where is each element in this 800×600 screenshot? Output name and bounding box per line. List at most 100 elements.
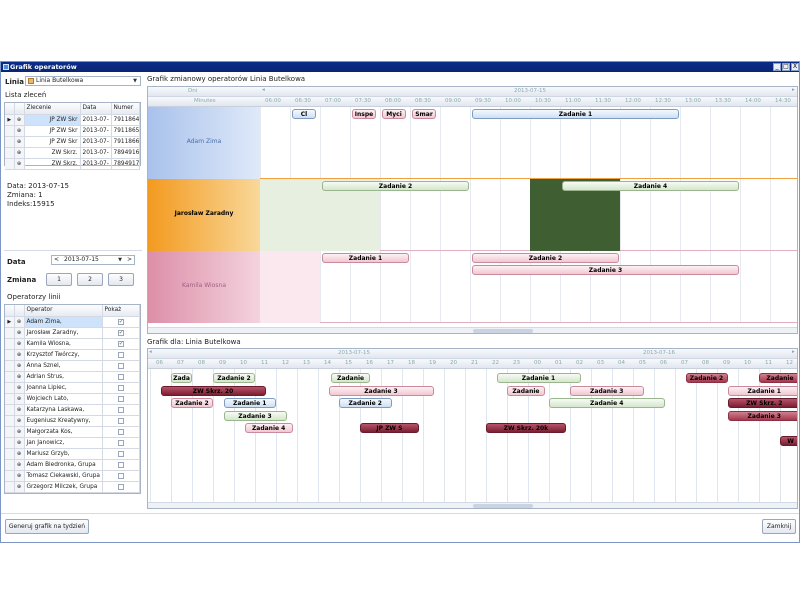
operator-row[interactable]: ⊕ Wojciech Lato, [5,393,140,405]
task-bar[interactable]: Zadanie 1 [322,253,409,263]
expand-icon[interactable]: ⊕ [14,426,25,438]
close-button[interactable]: Zamknij [762,519,796,534]
shift-3-button[interactable]: 3 [108,273,134,286]
task-bar[interactable]: Zadanie 2 [322,181,469,191]
task-bar[interactable]: Zadanie 1 [496,373,581,383]
operator-row[interactable]: ▶ ⊕ Adam Zima, [5,316,140,328]
task-bar[interactable]: Zadanie 4 [244,423,293,433]
order-row[interactable]: ⊕ JP ZW Skr 2013-07- 7911866 [5,136,140,148]
show-checkbox[interactable] [117,351,124,358]
shift-1-button[interactable]: 1 [46,273,72,286]
expand-icon[interactable]: ⊕ [14,316,25,328]
expand-icon[interactable]: ⊕ [14,448,25,460]
show-checkbox[interactable] [117,329,124,336]
task-bar[interactable]: Zadanie 1 [223,398,276,408]
task-bar[interactable]: Zadanie 2 [685,373,728,383]
operators-col-show[interactable]: Pokaż [102,305,140,317]
orders-col-numer[interactable]: Numer [111,103,140,115]
close-window-button[interactable]: X [791,63,799,71]
task-bar[interactable]: Smar [412,109,436,119]
expand-icon[interactable]: ⊕ [14,470,25,482]
operator-row[interactable]: ⊕ Adam Biedronka, Grupa [5,459,140,471]
task-bar[interactable]: Zadanie [507,385,545,396]
show-checkbox[interactable] [117,362,124,369]
chevron-right-icon[interactable]: ▸ [792,87,795,93]
task-bar[interactable]: Zadanie 1 [727,385,797,396]
show-checkbox[interactable] [117,461,124,468]
show-checkbox[interactable] [117,406,124,413]
minimize-button[interactable]: _ [773,63,781,71]
expand-icon[interactable]: ⊕ [14,125,25,137]
order-row[interactable]: ⊕ ZW Skrz. 2013-07- 7894916 [5,147,140,159]
bottom-schedule[interactable]: 2013-07-15 2013-07-16 ◂ ▸ 06 07 08 09 10 11 12… [147,348,798,509]
show-checkbox[interactable] [117,318,124,325]
operator-row[interactable]: ⊕ Jan Janowicz, [5,437,140,449]
expand-icon[interactable]: ⊕ [14,437,25,449]
task-bar[interactable]: JP ZW S [360,423,419,433]
bottom-horizontal-scrollbar[interactable] [148,502,797,508]
expand-icon[interactable]: ⊕ [14,136,25,148]
task-bar[interactable]: Zadanie 2 [339,398,392,408]
task-bar[interactable]: Zadanie 3 [727,410,797,421]
task-bar[interactable]: Zadanie 3 [472,265,739,275]
task-bar[interactable]: Zadanie 2 [472,253,619,263]
task-bar[interactable]: Zadanie 3 [570,385,644,396]
chevron-right-icon[interactable]: > [126,256,132,263]
chevron-down-icon[interactable]: ▼ [118,257,122,263]
task-bar[interactable]: Zadanie 4 [562,181,739,191]
task-bar[interactable]: Cl [292,109,316,119]
chevron-left-icon[interactable]: ◂ [262,87,265,93]
orders-col-data[interactable]: Data [80,103,112,115]
expand-icon[interactable]: ⊕ [14,481,25,493]
operator-row[interactable]: ⊕ Adrian Strus, [5,371,140,383]
expand-icon[interactable]: ⊕ [14,338,25,350]
operator-row[interactable]: ⊕ Joanna Lipiec, [5,382,140,394]
task-bar[interactable]: Zadanie 2 [213,373,255,383]
task-bar[interactable]: Inspe [352,109,376,119]
show-checkbox[interactable] [117,472,124,479]
line-combo[interactable]: Linia Butelkowa ▼ [25,76,141,86]
expand-icon[interactable]: ⊕ [14,393,25,405]
task-bar[interactable]: Zada [171,373,192,383]
expand-icon[interactable]: ⊕ [14,360,25,372]
task-bar[interactable]: Zadanie 3 [328,385,434,396]
task-bar[interactable]: Zadanie [330,373,371,383]
operator-row[interactable]: ⊕ Kamila Wiosna, [5,338,140,350]
task-bar[interactable]: Zadanie 4 [549,398,665,408]
order-row[interactable]: ⊕ ZW Skrz. 2013-07- 7894917 [5,158,140,170]
operator-row[interactable]: ⊕ Jarosław Zaradny, [5,327,140,339]
expand-icon[interactable]: ⊕ [14,415,25,427]
show-checkbox[interactable] [117,417,124,424]
expand-icon[interactable]: ⊕ [14,371,25,383]
expand-icon[interactable]: ⊕ [14,147,25,159]
order-row[interactable]: ⊕ JP ZW Skr 2013-07- 7911865 [5,125,140,137]
expand-icon[interactable]: ⊕ [14,158,25,170]
show-checkbox[interactable] [117,450,124,457]
show-checkbox[interactable] [117,384,124,391]
operator-row[interactable]: ⊕ Mariusz Grzyb, [5,448,140,460]
show-checkbox[interactable] [117,340,124,347]
task-bar[interactable]: Zadanie 2 [171,398,213,408]
shift-2-button[interactable]: 2 [77,273,103,286]
top-horizontal-scrollbar[interactable] [148,327,797,333]
operator-row[interactable]: ⊕ Małgorzata Kos, [5,426,140,438]
generate-schedule-button[interactable]: Generuj grafik na tydzień [5,519,89,534]
operators-col-operator[interactable]: Operator [24,305,103,317]
show-checkbox[interactable] [117,395,124,402]
operator-row[interactable]: ⊕ Tomasz Ciekawski, Grupa [5,470,140,482]
top-schedule[interactable]: Dni 2013-07-15 ◂ ▸ Minutes 06:00 06:30 07:… [147,86,798,334]
show-checkbox[interactable] [117,373,124,380]
task-bar[interactable]: Zadanie [759,373,797,383]
maximize-button[interactable]: □ [782,63,790,71]
operator-row[interactable]: ⊕ Grzegorz Milczek, Grupa [5,481,140,493]
expand-icon[interactable]: ⊕ [14,327,25,339]
operator-row[interactable]: ⊕ Katarzyna Laskawa, [5,404,140,416]
operator-row[interactable]: ⊕ Krzysztof Twórczy, [5,349,140,361]
show-checkbox[interactable] [117,439,124,446]
task-bar[interactable]: Zadanie 3 [223,410,287,421]
chevron-left-icon[interactable]: < [54,256,60,263]
task-bar[interactable]: ZW Skrz. 2 [727,398,797,408]
expand-icon[interactable]: ⊕ [14,459,25,471]
task-bar[interactable]: W [780,435,797,446]
expand-icon[interactable]: ⊕ [14,114,25,126]
